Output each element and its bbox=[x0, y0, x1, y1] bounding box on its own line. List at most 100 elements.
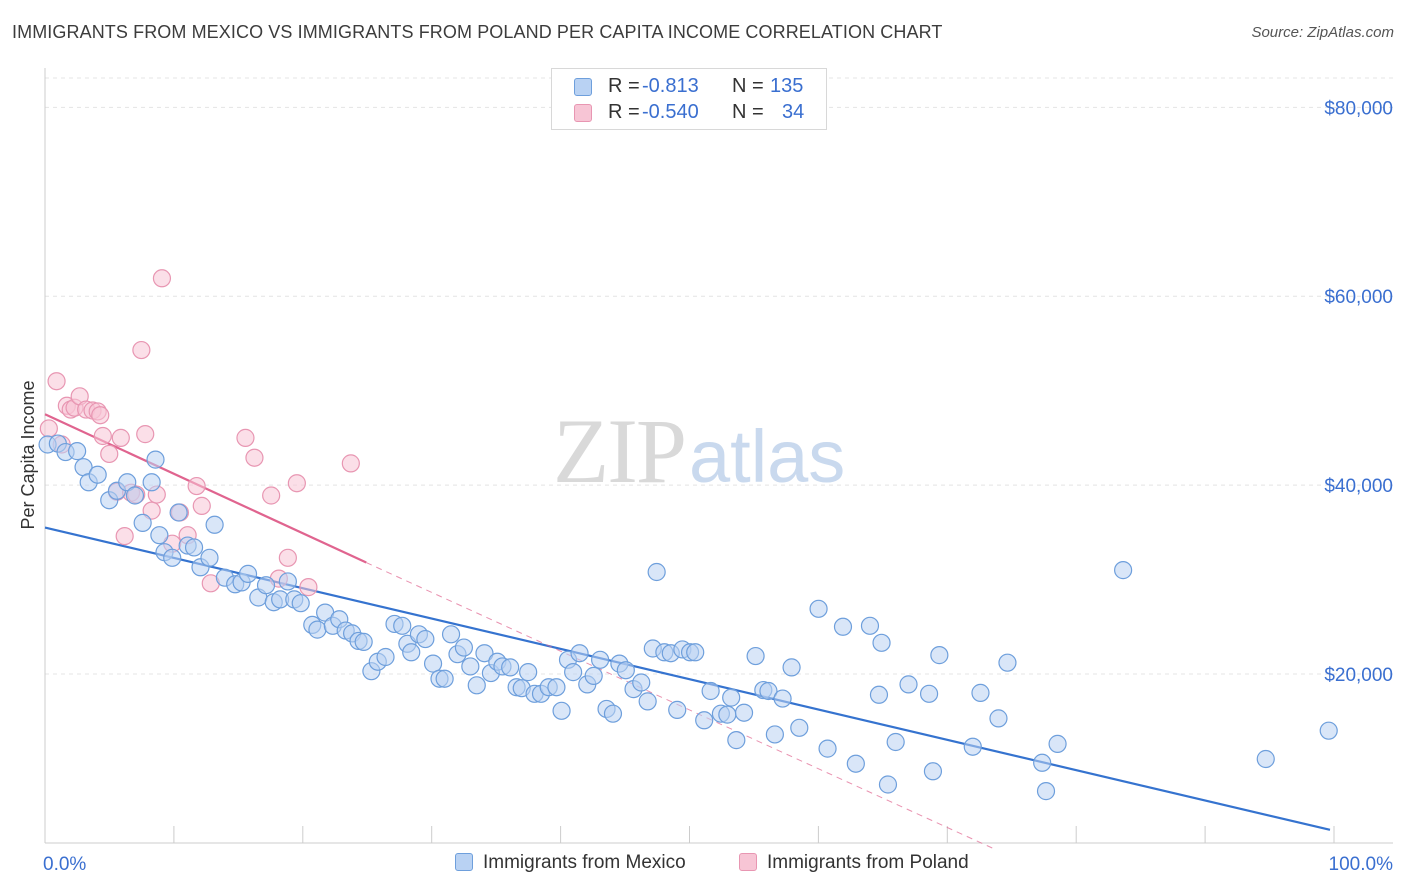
source-credit: Source: ZipAtlas.com bbox=[1251, 24, 1394, 41]
legend-item-poland: Immigrants from Poland bbox=[739, 852, 969, 874]
mexico-point bbox=[1319, 721, 1338, 740]
mexico-point bbox=[998, 653, 1017, 672]
mexico-point bbox=[125, 486, 145, 505]
legend-label-poland: Immigrants from Poland bbox=[767, 852, 969, 873]
mexico-point bbox=[570, 644, 589, 663]
poland-point bbox=[278, 548, 297, 567]
y-axis-title: Per Capita Income bbox=[18, 380, 38, 529]
stats-legend: R = -0.813 N = 135 R = -0.540 N = 34 bbox=[551, 68, 827, 130]
mexico-point bbox=[818, 739, 837, 758]
mexico-point bbox=[632, 673, 651, 692]
mexico-point bbox=[150, 526, 169, 545]
poland-point bbox=[39, 419, 58, 438]
mexico-point bbox=[1036, 782, 1056, 801]
mexico-point bbox=[475, 644, 494, 663]
mexico-point bbox=[238, 564, 258, 583]
mexico-point bbox=[722, 688, 741, 707]
mexico-point bbox=[547, 678, 566, 697]
mexico-point bbox=[169, 503, 188, 522]
poland-swatch bbox=[574, 104, 592, 122]
mexico-point bbox=[552, 701, 571, 720]
mexico-point bbox=[919, 684, 939, 703]
mexico-point bbox=[616, 661, 635, 680]
legend-label-mexico: Immigrants from Mexico bbox=[483, 852, 686, 873]
poland-point bbox=[47, 372, 66, 391]
mexico-point bbox=[989, 709, 1008, 728]
mexico-point bbox=[393, 616, 412, 635]
y-tick-label: $20,000 bbox=[1324, 665, 1393, 686]
mexico-point bbox=[1114, 561, 1133, 580]
mexico-point bbox=[701, 681, 720, 701]
mexico-point bbox=[416, 629, 435, 649]
mexico-point bbox=[256, 576, 276, 595]
poland-point bbox=[142, 501, 161, 520]
mexico-point bbox=[435, 669, 454, 688]
mexico-point bbox=[461, 657, 480, 676]
mexico-point bbox=[790, 718, 809, 737]
mexico-point bbox=[647, 562, 666, 582]
trend-lines bbox=[44, 413, 1331, 851]
poland-point bbox=[152, 269, 172, 288]
mexico-point bbox=[376, 647, 395, 667]
mexico-point bbox=[638, 692, 657, 711]
mexico-point bbox=[782, 658, 801, 677]
mexico-point bbox=[718, 705, 737, 724]
mexico-point bbox=[878, 775, 898, 794]
mexico-point bbox=[809, 599, 828, 618]
mexico-point bbox=[584, 666, 603, 685]
mexico-point bbox=[1256, 749, 1275, 769]
watermark-atlas: atlas bbox=[689, 415, 846, 498]
mexico-point bbox=[454, 638, 474, 657]
poland-point bbox=[245, 448, 264, 467]
poland-point bbox=[299, 578, 318, 597]
mexico-point bbox=[727, 731, 746, 750]
mexico-point bbox=[833, 617, 853, 636]
mexico-point bbox=[146, 450, 165, 469]
mexico-point bbox=[963, 737, 982, 756]
mexico-point bbox=[899, 675, 918, 694]
mexico-point bbox=[291, 594, 310, 613]
mexico-point bbox=[1048, 734, 1067, 753]
poland-legend-swatch bbox=[739, 853, 757, 871]
mexico-trend-line bbox=[44, 526, 1331, 831]
mexico-point bbox=[308, 620, 327, 639]
n-value: 34 bbox=[782, 101, 805, 123]
mexico-point bbox=[564, 663, 583, 682]
legend-item-mexico: Immigrants from Mexico bbox=[455, 852, 686, 874]
mexico-point bbox=[765, 725, 784, 744]
r-value: -0.540 bbox=[642, 101, 699, 123]
series-poland-points bbox=[39, 269, 360, 597]
poland-point bbox=[91, 406, 110, 425]
poland-point bbox=[100, 444, 119, 464]
mexico-point bbox=[773, 689, 792, 708]
mexico-legend-swatch bbox=[455, 853, 473, 871]
series-mexico-points bbox=[38, 434, 1338, 801]
mexico-point bbox=[354, 632, 373, 651]
mexico-point bbox=[886, 732, 905, 752]
mexico-point bbox=[695, 711, 714, 730]
mexico-point bbox=[971, 683, 990, 702]
mexico-point bbox=[184, 538, 204, 557]
mexico-point bbox=[930, 646, 949, 665]
chart-title: IMMIGRANTS FROM MEXICO VS IMMIGRANTS FRO… bbox=[12, 22, 943, 42]
y-tick-label: $40,000 bbox=[1324, 476, 1393, 497]
r-label: R = bbox=[608, 75, 640, 97]
poland-point bbox=[115, 527, 134, 546]
mexico-point bbox=[746, 646, 765, 666]
mexico-point bbox=[205, 515, 224, 534]
mexico-point bbox=[467, 676, 486, 695]
mexico-point bbox=[591, 650, 610, 669]
mexico-point bbox=[759, 681, 778, 701]
poland-point bbox=[262, 486, 281, 505]
mexico-point bbox=[402, 643, 421, 662]
n-label: N = bbox=[732, 101, 764, 123]
axes bbox=[44, 68, 1393, 844]
mexico-point bbox=[68, 442, 87, 461]
axis-labels: $20,000 $40,000 $60,000 $80,000 0.0% 100.0% Pe… bbox=[18, 98, 1393, 875]
mexico-point bbox=[501, 658, 520, 677]
poland-point bbox=[341, 454, 360, 473]
mexico-point bbox=[441, 625, 461, 644]
n-value: 135 bbox=[770, 75, 804, 97]
mexico-point bbox=[603, 704, 623, 723]
mexico-point bbox=[423, 654, 443, 673]
